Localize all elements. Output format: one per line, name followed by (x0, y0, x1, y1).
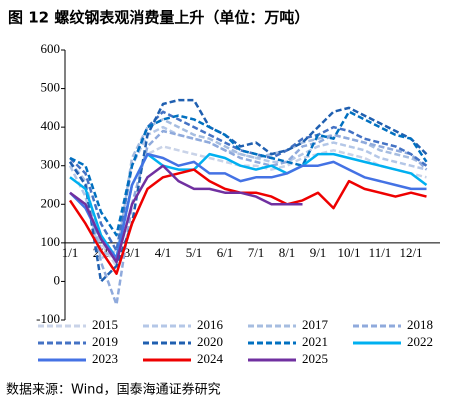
x-tick-label: 1/1 (62, 245, 79, 260)
x-tick-label: 7/1 (248, 245, 265, 260)
x-tick-label: 10/1 (337, 245, 360, 260)
y-tick-label: 0 (54, 272, 61, 287)
legend-label: 2019 (92, 334, 118, 349)
series-line (69, 152, 427, 260)
series-line (69, 110, 428, 237)
y-tick-label: 200 (41, 195, 61, 210)
legend-label: 2021 (302, 334, 328, 349)
legend-label: 2017 (302, 317, 329, 332)
x-tick-label: 8/1 (279, 245, 296, 260)
legend-label: 2020 (197, 334, 223, 349)
legend-label: 2023 (92, 351, 118, 366)
legend-label: 2025 (302, 351, 328, 366)
y-tick-label: 600 (41, 41, 61, 56)
x-tick-label: 4/1 (155, 245, 172, 260)
source: 数据来源：Wind，国泰海通证券研究 (6, 382, 221, 398)
x-tick-label: 3/1 (124, 245, 141, 260)
chart-title: 图 12 螺纹钢表观消费量上升（单位：万吨） (8, 9, 309, 27)
legend-label: 2018 (407, 317, 433, 332)
x-tick-label: 12/1 (399, 245, 422, 260)
series-line (69, 110, 428, 252)
y-tick-label: 100 (41, 234, 61, 249)
series-line (69, 164, 303, 264)
x-tick-label: 9/1 (310, 245, 327, 260)
y-tick-label: 400 (41, 118, 61, 133)
legend-label: 2015 (92, 317, 118, 332)
legend-label: 2024 (197, 351, 224, 366)
y-tick-label: 500 (41, 80, 61, 95)
y-tick-label: -100 (36, 311, 60, 326)
x-tick-label: 6/1 (217, 245, 234, 260)
legend-label: 2022 (407, 334, 433, 349)
series-line (68, 129, 428, 306)
series-line (68, 168, 427, 275)
x-tick-label: 11/1 (369, 245, 392, 260)
series-line (68, 125, 427, 260)
legend-label: 2016 (197, 317, 224, 332)
y-tick-label: 300 (41, 157, 61, 172)
x-tick-label: 5/1 (186, 245, 203, 260)
